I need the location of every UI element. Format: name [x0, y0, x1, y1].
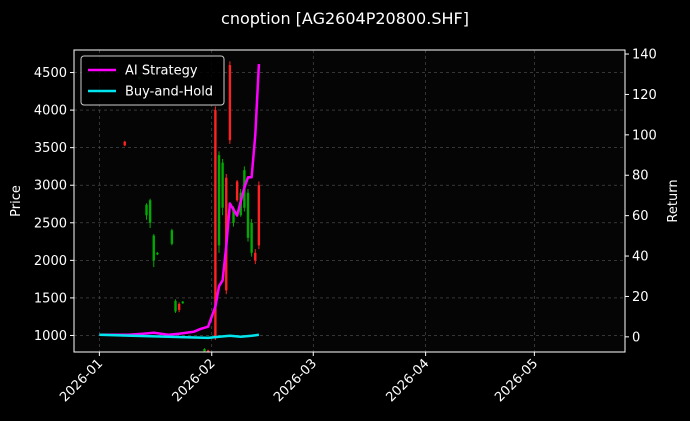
series-line-ai-strategy: [99, 64, 261, 337]
y2-tick-label: 80: [632, 169, 649, 184]
y2-tick-label: 0: [632, 330, 640, 345]
y2-axis-title: Return: [666, 179, 681, 222]
candle-body: [228, 65, 232, 141]
candle-body: [148, 200, 152, 223]
y2-tick-label: 60: [632, 209, 649, 224]
candle-body: [174, 300, 177, 312]
series-line-buy-and-hold: [99, 333, 260, 340]
y-tick-label: 4000: [34, 104, 67, 119]
y-tick-label: 1000: [34, 329, 67, 344]
legend-label: AI Strategy: [125, 64, 198, 79]
plot-frame: [73, 49, 626, 353]
candle-body: [152, 235, 155, 261]
legend: AI Strategy Buy-and-Hold: [80, 55, 225, 106]
chart-title: cnoption [AG2604P20800.SHF]: [221, 9, 469, 28]
candle-body: [217, 155, 221, 246]
y-tick-label: 1500: [34, 291, 67, 306]
candle-body: [156, 252, 159, 255]
candle-body: [235, 181, 239, 201]
candle-body: [221, 162, 224, 208]
candle-body: [206, 350, 210, 352]
legend-label: Buy-and-Hold: [125, 85, 213, 100]
candle-body: [254, 252, 257, 261]
y-tick-label: 3000: [34, 179, 67, 194]
y-tick-label: 4500: [34, 66, 67, 81]
y-tick-label: 2500: [34, 216, 67, 231]
y2-tick-label: 140: [632, 48, 657, 63]
y2-tick-label: 40: [632, 250, 649, 265]
candle-body: [214, 110, 217, 339]
y2-tick-label: 120: [632, 88, 657, 103]
y-tick-label: 3500: [34, 141, 67, 156]
candle-body: [257, 185, 261, 246]
candle-body: [123, 141, 126, 146]
candle-body: [181, 301, 184, 304]
candle-body: [170, 230, 174, 244]
candle-body: [250, 222, 253, 253]
y2-tick-label: 100: [632, 128, 657, 143]
candle-body: [177, 303, 181, 310]
candle-body: [232, 207, 235, 223]
legend-box: [80, 55, 225, 106]
y-tick-label: 2000: [34, 254, 67, 269]
y-axis-title: Price: [9, 185, 24, 217]
y2-tick-label: 20: [632, 290, 649, 305]
series-lines: [99, 64, 261, 340]
candle-body: [246, 192, 250, 238]
candle-body: [203, 348, 206, 352]
candle-body: [145, 204, 148, 216]
